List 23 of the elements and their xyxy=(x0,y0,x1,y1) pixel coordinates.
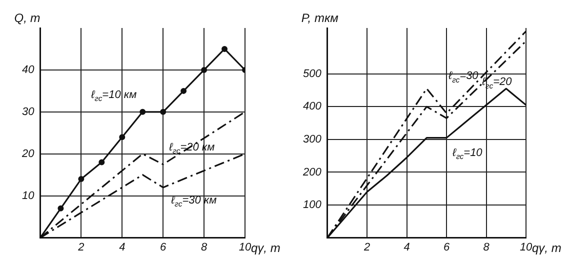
x-axis-title: qγ, т xyxy=(251,240,280,255)
x-tick-label: 6 xyxy=(160,241,168,254)
x-tick-label: 8 xyxy=(483,241,490,254)
y-tick-label: 300 xyxy=(302,134,322,146)
y-tick-label: 200 xyxy=(302,166,322,178)
x-tick-label: 4 xyxy=(119,241,126,254)
x-tick-label: 4 xyxy=(404,241,410,254)
y-tick-label: 40 xyxy=(22,64,36,76)
x-tick-label: 10 xyxy=(520,241,533,254)
y-tick-label: 100 xyxy=(302,199,322,212)
y-tick-label: 400 xyxy=(302,100,322,113)
x-tick-label: 6 xyxy=(443,241,450,254)
y-tick-label: 30 xyxy=(22,106,36,118)
y-tick-label: 20 xyxy=(20,148,36,160)
y-tick-label: 500 xyxy=(302,68,322,80)
y-tick-label: 10 xyxy=(22,190,36,202)
x-tick-label: 2 xyxy=(363,241,370,254)
x-tick-label: 8 xyxy=(200,241,208,254)
y-axis-title: P, ткм xyxy=(301,11,338,25)
x-tick-label: 10 xyxy=(238,241,252,254)
x-tick-label: 2 xyxy=(77,241,84,254)
y-axis-title: Q, т xyxy=(14,11,40,25)
x-axis-title: qγ, т xyxy=(532,240,562,255)
